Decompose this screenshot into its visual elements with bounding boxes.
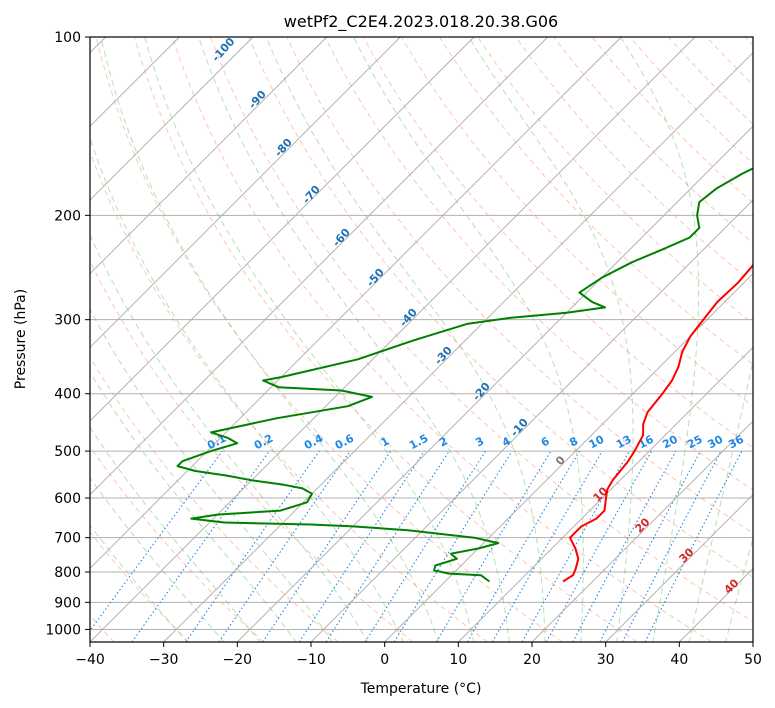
dry-adiabat-line	[90, 531, 190, 642]
moist-adiabat-line	[90, 477, 225, 642]
moist-adiabat-line	[90, 426, 261, 642]
dry-adiabat-line	[171, 37, 712, 642]
sounding-profiles	[176, 167, 753, 583]
x-tick-label: −20	[223, 652, 253, 668]
x-tick-label: −40	[75, 652, 105, 668]
dewpoint-profile-line	[176, 167, 753, 583]
dry-adiabats	[90, 37, 753, 642]
mixing-ratio-line	[185, 450, 320, 642]
pressure-gridlines	[90, 37, 753, 630]
x-axis-ticks: −40 −30 −20 −10 0 10 20 30 40 50	[75, 642, 762, 668]
moist-adiabat-line	[265, 37, 546, 642]
isotherm-line	[531, 420, 753, 642]
mixing-ratio-line	[545, 450, 653, 642]
mixing-ratio-line	[90, 450, 223, 632]
dry-adiabat-line	[210, 37, 753, 623]
moist-adiabat-line	[90, 233, 369, 642]
mixing-ratio-line	[298, 450, 425, 642]
dry-adiabat-line	[515, 37, 753, 284]
plot-area: 0.1 0.2 0.4 0.6 1 1.5 2 3 4 6 8 10 13 16 20 25 30 36-100-…	[90, 37, 753, 642]
y-tick-label: 300	[54, 313, 81, 329]
mixing-ratio-line	[131, 450, 270, 642]
isotherm-line	[90, 37, 622, 569]
moist-adiabat-line	[90, 371, 297, 642]
y-tick-label: 1000	[45, 622, 81, 638]
isotherm-line	[90, 37, 696, 642]
mixing-ratio-line	[572, 450, 677, 642]
mixing-ratio-label: 13	[614, 433, 634, 452]
isotherm-line	[90, 37, 548, 496]
mixing-ratio-label: 10	[587, 433, 607, 452]
y-tick-label: 900	[54, 595, 81, 611]
mixing-ratio-label: 20	[660, 433, 680, 452]
mixing-ratio-line	[262, 450, 392, 642]
dry-adiabat-line	[90, 356, 339, 642]
dry-adiabat-line	[90, 445, 264, 642]
y-axis-label: Pressure (hPa)	[13, 289, 29, 389]
dry-adiabat-line	[90, 150, 488, 642]
moist-adiabat-line	[688, 358, 753, 642]
moist-adiabat-line	[90, 524, 188, 642]
isotherm-line	[90, 37, 254, 201]
moist-adiabat-line	[100, 37, 440, 642]
y-tick-label: 200	[54, 208, 81, 224]
moist-adiabat-line	[198, 37, 510, 642]
dry-adiabat-line	[248, 37, 753, 578]
isotherm-line	[458, 346, 753, 642]
mixing-ratio-line	[325, 450, 450, 642]
y-axis-ticks: 100 200 300 400 500 600 700 800 900 1000	[45, 30, 90, 638]
x-axis-label: Temperature (°C)	[360, 681, 482, 697]
isotherm-line	[90, 37, 327, 275]
chart-title: wetPf2_C2E4.2023.018.20.38.G06	[284, 12, 558, 32]
y-tick-label: 800	[54, 565, 81, 581]
moist-adiabat-line	[468, 37, 634, 642]
dry-adiabat-line	[133, 37, 638, 642]
mixing-ratio-label: 25	[685, 433, 705, 452]
isotherm-line	[90, 37, 401, 348]
isotherm-line	[90, 37, 475, 422]
isotherm-line	[310, 199, 753, 642]
x-tick-label: 50	[744, 652, 762, 668]
dry-adiabat-line	[95, 37, 563, 642]
y-tick-label: 600	[54, 491, 81, 507]
x-tick-label: 0	[380, 652, 389, 668]
mixing-ratio-line	[218, 450, 351, 642]
y-tick-label: 400	[54, 387, 81, 403]
x-tick-label: 40	[670, 652, 688, 668]
moist-adiabat-line	[90, 308, 333, 642]
moist-adiabat-line	[725, 536, 753, 642]
isotherm-line	[605, 494, 753, 642]
x-tick-label: 10	[449, 652, 467, 668]
x-tick-label: 20	[523, 652, 541, 668]
plot-frame	[89, 36, 754, 643]
mixing-ratio-lines	[90, 450, 743, 642]
isotherm-line	[163, 52, 753, 642]
dry-adiabat-line	[438, 37, 753, 366]
mixing-ratio-line	[521, 450, 630, 642]
y-tick-label: 100	[54, 30, 81, 46]
mixing-ratio-line	[393, 450, 513, 642]
x-tick-label: 30	[597, 652, 615, 668]
mixing-ratio-line	[644, 450, 743, 642]
x-tick-label: −30	[149, 652, 179, 668]
mixing-ratio-label: 30	[706, 433, 726, 452]
x-tick-label: −10	[296, 652, 326, 668]
dry-adiabat-line	[400, 37, 753, 407]
isotherm-line	[237, 125, 753, 642]
y-tick-label: 500	[54, 444, 81, 460]
mixing-ratio-label: 36	[726, 433, 746, 452]
moist-adiabat-line	[620, 37, 700, 642]
y-tick-label: 700	[54, 531, 81, 547]
moist-adiabat-line	[144, 37, 475, 642]
temperature-profile-line	[562, 263, 753, 583]
